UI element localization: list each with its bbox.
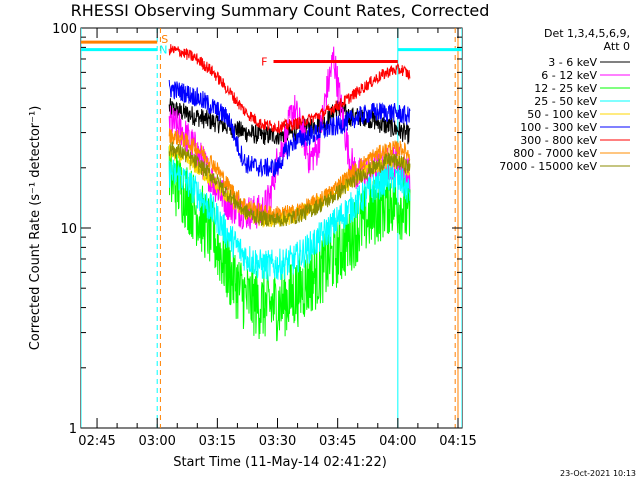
flag-bar-letter: F [261, 55, 267, 68]
legend-entry-label: 50 - 100 keV [527, 108, 597, 121]
legend-entry-label: 7000 - 15000 keV [499, 160, 597, 173]
series-line-9 [168, 141, 411, 228]
legend-entry-label: 100 - 300 keV [520, 121, 597, 134]
legend-entry-label: 300 - 800 keV [520, 134, 597, 147]
legend-entry-label: 800 - 7000 keV [513, 147, 597, 160]
y-tick-label: 100 [52, 22, 77, 37]
legend-entry-label: 3 - 6 keV [548, 56, 597, 69]
y-tick-label: 1 [69, 422, 77, 437]
y-axis: 1 10 100 [52, 22, 462, 437]
plot-content [81, 28, 462, 428]
y-axis-label: Corrected Count Rate (s⁻¹ detector⁻¹) [28, 106, 43, 351]
legend-entry-label: 12 - 25 keV [534, 82, 597, 95]
legend-header-line-1: Det 1,3,4,5,6,9, [544, 27, 630, 40]
series-line-4 [168, 159, 411, 281]
x-tick-label: 03:00 [138, 434, 175, 449]
y-tick-label: 10 [60, 222, 77, 237]
legend-entry-label: 25 - 50 keV [534, 95, 597, 108]
x-tick-label: 03:30 [259, 434, 296, 449]
x-tick-label: 03:45 [319, 434, 356, 449]
chart-title: RHESSI Observing Summary Count Rates, Co… [71, 1, 490, 20]
x-tick-label: 02:45 [78, 434, 115, 449]
plot-area: F SN [80, 27, 463, 429]
legend-header-line-2: Att 0 [604, 40, 630, 53]
flag-marker-S: S [161, 33, 168, 46]
series-line-7 [168, 44, 411, 135]
x-tick-label: 04:00 [379, 434, 416, 449]
series-line-8 [168, 128, 411, 222]
x-tick-label: 04:15 [439, 434, 476, 449]
legend-entry-label: 6 - 12 keV [541, 69, 597, 82]
x-axis-label: Start Time (11-May-14 02:41:22) [173, 455, 387, 470]
x-axis: 02:45 03:00 03:15 03:30 03:45 04:00 04:15 [78, 28, 477, 449]
generation-timestamp: 23-Oct-2021 10:13 [560, 469, 636, 478]
flag-marker-N: N [159, 44, 167, 57]
series-line-6 [168, 79, 411, 178]
x-tick-label: 03:15 [199, 434, 236, 449]
